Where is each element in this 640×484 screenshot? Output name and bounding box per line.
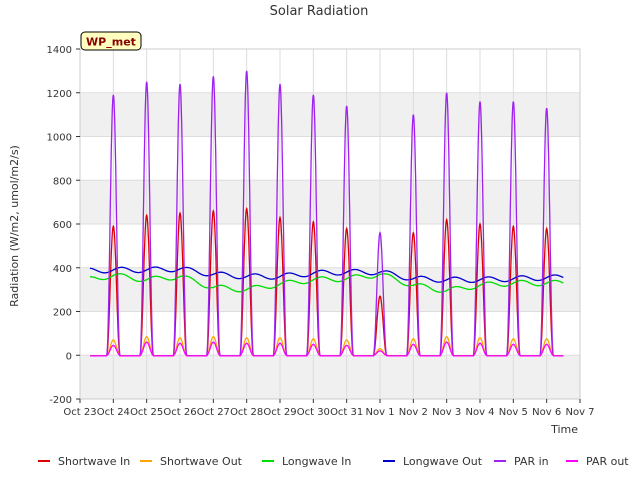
x-axis-label: Time [550, 423, 578, 436]
x-tick-label: Oct 24 [97, 407, 130, 418]
legend-item: Longwave In [262, 455, 351, 468]
x-tick-label: Nov 2 [399, 407, 428, 418]
legend-label: Shortwave Out [160, 455, 243, 468]
background-band [80, 92, 580, 137]
legend-label: Longwave Out [403, 455, 483, 468]
legend-label: Shortwave In [58, 455, 130, 468]
site-annotation: WP_met [80, 31, 142, 51]
x-tick-label: Oct 31 [330, 407, 363, 418]
legend: Shortwave In Shortwave Out Longwave In Long… [38, 455, 629, 468]
y-axis-label: Radiation (W/m2, umol/m2/s) [8, 145, 21, 307]
background-band [80, 355, 580, 399]
y-tick-label: 1200 [47, 89, 72, 100]
x-tick-label: Nov 4 [465, 407, 494, 418]
legend-item: Shortwave In [38, 455, 130, 468]
x-axis-ticks: Oct 23 Oct 24 Oct 25 Oct 26 Oct 27 Oct 28 Oct … [63, 399, 595, 418]
y-tick-label: 800 [53, 176, 72, 187]
x-tick-label: Oct 30 [297, 407, 330, 418]
background-band [80, 180, 580, 224]
y-tick-label: 400 [53, 264, 72, 275]
x-tick-label: Oct 25 [130, 407, 163, 418]
legend-item: Shortwave Out [140, 455, 243, 468]
y-axis-ticks: -200 0 200 400 600 800 1000 1200 1400 [47, 45, 80, 406]
y-tick-label: 200 [53, 308, 72, 319]
annotation-box [80, 31, 142, 51]
y-tick-label: 600 [53, 220, 72, 231]
x-tick-label: Nov 1 [365, 407, 394, 418]
x-tick-label: Nov 6 [532, 407, 561, 418]
legend-label: PAR out [586, 455, 629, 468]
x-tick-label: Oct 27 [197, 407, 230, 418]
x-tick-label: Oct 29 [263, 407, 296, 418]
x-tick-label: Oct 23 [63, 407, 96, 418]
x-tick-label: Nov 7 [565, 407, 594, 418]
chart-title: Solar Radiation [270, 4, 369, 19]
y-tick-label: 0 [66, 351, 72, 362]
plot-series [89, 70, 564, 357]
legend-item: Longwave Out [383, 455, 483, 468]
legend-label: Longwave In [282, 455, 351, 468]
x-tick-label: Oct 28 [230, 407, 263, 418]
x-tick-label: Nov 5 [499, 407, 528, 418]
annotation-text: WP_met [86, 36, 136, 49]
y-tick-label: 1000 [47, 133, 72, 144]
x-tick-label: Nov 3 [432, 407, 461, 418]
series-line-5 [90, 341, 564, 357]
y-tick-label: -200 [49, 395, 72, 406]
legend-label: PAR in [514, 455, 549, 468]
background-band [80, 267, 580, 312]
legend-item: PAR out [566, 455, 629, 468]
x-tick-label: Oct 26 [163, 407, 196, 418]
legend-item: PAR in [494, 455, 549, 468]
y-tick-label: 1400 [47, 45, 72, 56]
